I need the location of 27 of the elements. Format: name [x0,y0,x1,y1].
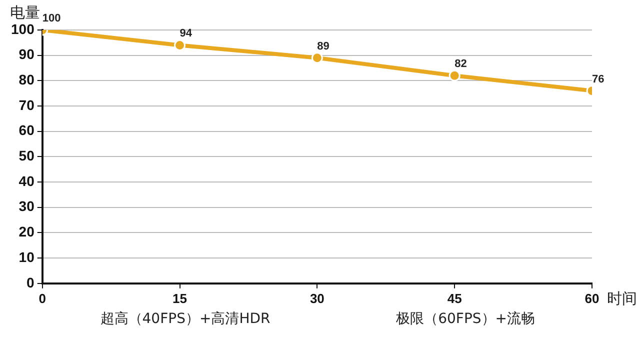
y-axis-title: 电量 [10,3,40,22]
y-tick-label: 50 [18,148,35,164]
point [448,70,460,82]
x-tick-label: 15 [172,290,188,306]
data-label: 76 [592,73,604,86]
y-tick-label: 10 [18,248,35,265]
data-label: 100 [42,12,61,25]
point [311,52,323,64]
y-tick-label: 60 [18,122,35,138]
y-tick-label: 80 [18,72,35,88]
y-tick-label: 30 [18,198,35,214]
x-tick-label: 45 [447,290,462,306]
y-tick-label: 70 [18,96,35,113]
text: 超高（40FPS）+高清HDR [100,310,270,328]
data-label: 94 [180,28,193,40]
y-tick-label: 100 [11,20,35,37]
data-label: 82 [454,58,467,70]
x-tick-label: 30 [310,290,324,306]
y-tick-label: 20 [18,224,35,240]
data-label: 89 [317,40,330,52]
y-tick-label: 90 [18,46,35,62]
y-tick-label: 0 [26,274,35,290]
y-tick-label: 40 [18,172,35,189]
x-tick-label: 0 [38,290,46,306]
x-tick-label: 60 [584,290,600,306]
text: 极限（60FPS）+流畅 [396,310,536,328]
x-axis-title: 时间 [607,289,637,308]
